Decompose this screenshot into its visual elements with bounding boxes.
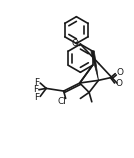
Text: F: F xyxy=(34,93,39,102)
Polygon shape xyxy=(91,51,98,80)
Text: F: F xyxy=(34,78,39,87)
Text: O: O xyxy=(116,79,123,88)
Text: O: O xyxy=(117,68,124,77)
Text: F: F xyxy=(33,85,38,94)
Text: Cl: Cl xyxy=(58,97,67,106)
Text: O: O xyxy=(72,39,79,48)
